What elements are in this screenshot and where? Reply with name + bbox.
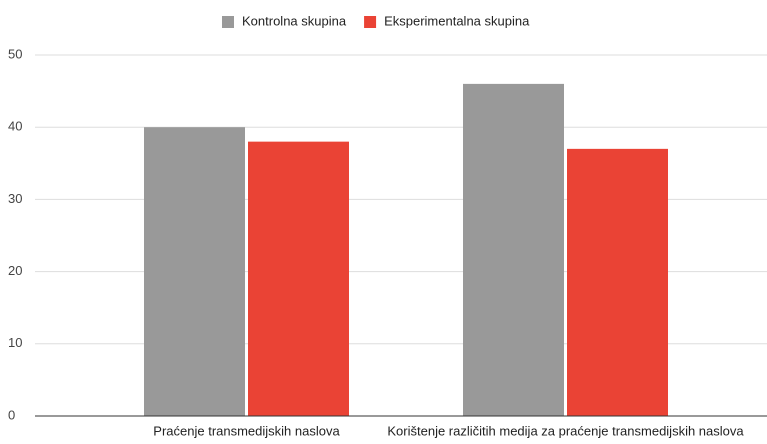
x-tick-label: Praćenje transmedijskih naslova [153,423,340,438]
bar [144,127,245,416]
y-tick-label: 40 [8,119,22,134]
y-tick-label: 0 [8,407,15,422]
y-tick-label: 10 [8,335,22,350]
bar [567,148,668,417]
legend-label: Kontrolna skupina [242,13,347,28]
bar [248,141,349,416]
y-tick-label: 30 [8,191,22,206]
legend-swatch [222,16,234,28]
y-tick-label: 50 [8,46,22,61]
bar [463,83,564,416]
x-tick-label: Korištenje različitih medija za praćenje… [387,423,744,438]
legend-label: Eksperimentalna skupina [384,13,530,28]
y-tick-label: 20 [8,263,22,278]
legend-swatch [364,16,377,28]
